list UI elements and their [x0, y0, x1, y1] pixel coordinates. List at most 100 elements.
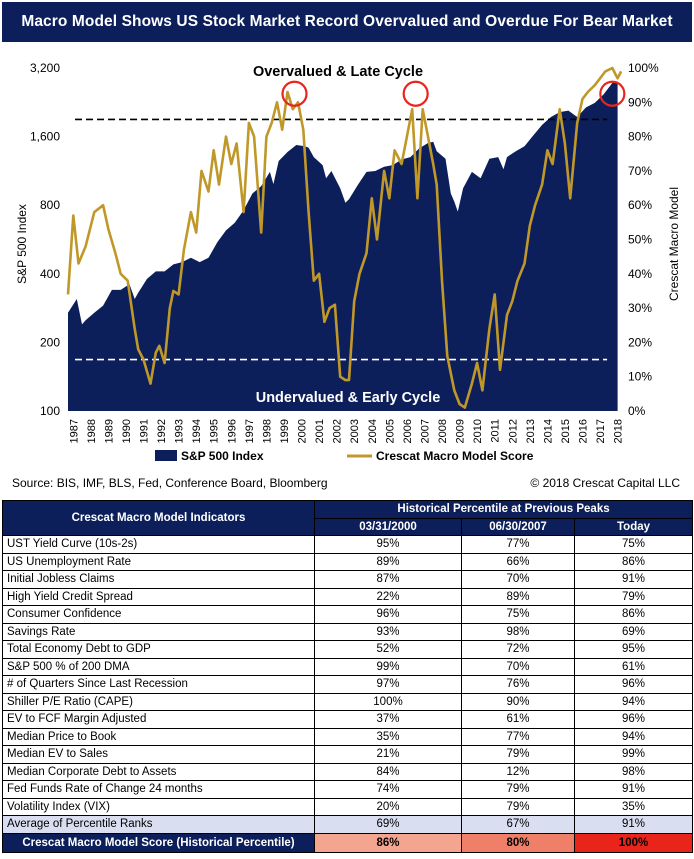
annotation-undervalued: Undervalued & Early Cycle — [256, 390, 441, 406]
table-row: # of Quarters Since Last Recession 97% 76%… — [2, 675, 694, 694]
percentile-cell: 67% — [461, 815, 575, 834]
x-tick-label-2008: 2008 — [437, 419, 449, 443]
percentile-cell: 97% — [314, 675, 462, 694]
percentile-cell: 79% — [461, 797, 575, 816]
table-row: Median Price to Book 35% 77% 94% — [2, 727, 694, 746]
chart-title: Macro Model Shows US Stock Market Record… — [2, 2, 692, 42]
table-row: US Unemployment Rate 89% 66% 86% — [2, 552, 694, 571]
table-col-2007: 06/30/2007 — [461, 517, 575, 536]
percentile-cell: 37% — [314, 710, 462, 729]
x-tick-label-2001: 2001 — [314, 419, 326, 443]
percentile-cell: 69% — [573, 622, 694, 641]
legend-area-swatch — [155, 450, 177, 461]
indicator-name: Fed Funds Rate of Change 24 months — [2, 780, 315, 799]
table-row: Total Economy Debt to GDP 52% 72% 95% — [2, 640, 694, 659]
x-tick-label-2013: 2013 — [525, 419, 537, 443]
percentile-cell: 69% — [314, 815, 462, 834]
left-tick-label-3: 800 — [40, 198, 60, 212]
percentile-cell: 75% — [461, 605, 575, 624]
indicator-name: Consumer Confidence — [2, 605, 315, 624]
percentile-cell: 35% — [573, 797, 694, 816]
percentile-cell: 86% — [573, 552, 694, 571]
y-axis-left-label: S&P 500 Index — [15, 204, 29, 284]
x-tick-label-2017: 2017 — [595, 419, 607, 443]
sp500-area — [68, 81, 618, 411]
table-row: Initial Jobless Claims 87% 70% 91% — [2, 570, 694, 589]
percentile-cell: 72% — [461, 640, 575, 659]
percentile-cell: 95% — [314, 535, 462, 554]
left-tick-label-5: 3,200 — [30, 61, 60, 75]
percentile-cell: 22% — [314, 587, 462, 606]
x-tick-label-1998: 1998 — [261, 419, 273, 443]
copyright-text: © 2018 Crescat Capital LLC — [530, 476, 680, 490]
indicator-name: Median Price to Book — [2, 727, 315, 746]
percentile-cell: 61% — [461, 710, 575, 729]
x-tick-label-1995: 1995 — [209, 419, 221, 443]
left-tick-label-1: 200 — [40, 335, 60, 349]
x-tick-label-2009: 2009 — [455, 419, 467, 443]
percentile-cell: 91% — [573, 570, 694, 589]
right-tick-label-3: 30% — [628, 301, 652, 315]
percentile-cell: 98% — [461, 622, 575, 641]
left-tick-label-2: 400 — [40, 267, 60, 281]
x-tick-label-1999: 1999 — [279, 419, 291, 443]
indicator-name: Initial Jobless Claims — [2, 570, 315, 589]
percentile-cell: 35% — [314, 727, 462, 746]
percentile-cell: 91% — [573, 815, 694, 834]
x-tick-label-2005: 2005 — [384, 419, 396, 443]
right-tick-label-1: 10% — [628, 370, 652, 384]
percentile-cell: 94% — [573, 692, 694, 711]
table-header-indicators: Crescat Macro Model Indicators — [2, 500, 315, 536]
x-tick-label-1992: 1992 — [156, 419, 168, 443]
peak-marker-2 — [599, 80, 626, 107]
percentile-cell: 21% — [314, 745, 462, 764]
x-tick-label-1994: 1994 — [191, 419, 203, 443]
percentile-cell: 61% — [573, 657, 694, 676]
table-row: Shiller P/E Ratio (CAPE) 100% 90% 94% — [2, 692, 694, 711]
percentile-cell: 99% — [573, 745, 694, 764]
percentile-cell: 12% — [461, 762, 575, 781]
table-row: UST Yield Curve (10s-2s) 95% 77% 75% — [2, 535, 694, 554]
table-row: High Yield Credit Spread 22% 89% 79% — [2, 587, 694, 606]
percentile-cell: 84% — [314, 762, 462, 781]
table-row: Consumer Confidence 96% 75% 86% — [2, 605, 694, 624]
x-tick-label-1997: 1997 — [244, 419, 256, 443]
legend-area-label: S&P 500 Index — [181, 449, 264, 463]
percentile-cell: 98% — [573, 762, 694, 781]
percentile-cell: 74% — [314, 780, 462, 799]
peak-marker-0 — [281, 80, 308, 107]
x-tick-label-1987: 1987 — [68, 419, 80, 443]
table-col-2000: 03/31/2000 — [314, 517, 462, 536]
x-tick-label-2015: 2015 — [560, 419, 572, 443]
percentile-cell: 89% — [461, 587, 575, 606]
right-tick-label-4: 40% — [628, 267, 652, 281]
percentile-cell: 100% — [573, 832, 694, 853]
percentile-cell: 94% — [573, 727, 694, 746]
x-tick-label-1991: 1991 — [139, 419, 151, 443]
percentile-cell: 79% — [461, 745, 575, 764]
x-tick-label-2004: 2004 — [367, 419, 379, 443]
x-tick-label-2007: 2007 — [420, 419, 432, 443]
x-tick-label-1989: 1989 — [103, 419, 115, 443]
indicator-name: US Unemployment Rate — [2, 552, 315, 571]
x-tick-label-1993: 1993 — [174, 419, 186, 443]
indicator-table: Crescat Macro Model Indicators Historica… — [2, 500, 694, 853]
percentile-cell: 87% — [314, 570, 462, 589]
x-tick-label-1996: 1996 — [226, 419, 238, 443]
table-col-today: Today — [573, 517, 694, 536]
table-row: Fed Funds Rate of Change 24 months 74% 79%… — [2, 780, 694, 799]
table-row: Median EV to Sales 21% 79% 99% — [2, 745, 694, 764]
right-tick-label-10: 100% — [628, 61, 659, 75]
table-row: Volatility Index (VIX) 20% 79% 35% — [2, 797, 694, 816]
percentile-cell: 79% — [461, 780, 575, 799]
percentile-cell: 96% — [314, 605, 462, 624]
legend-line-label: Crescat Macro Model Score — [376, 449, 534, 463]
percentile-cell: 77% — [461, 727, 575, 746]
right-tick-label-0: 0% — [628, 404, 646, 418]
x-tick-label-1990: 1990 — [121, 419, 133, 443]
x-tick-label-2011: 2011 — [490, 419, 502, 443]
percentile-cell: 96% — [573, 710, 694, 729]
x-tick-label-2000: 2000 — [297, 419, 309, 443]
percentile-cell: 86% — [573, 605, 694, 624]
x-tick-label-2014: 2014 — [542, 419, 554, 443]
